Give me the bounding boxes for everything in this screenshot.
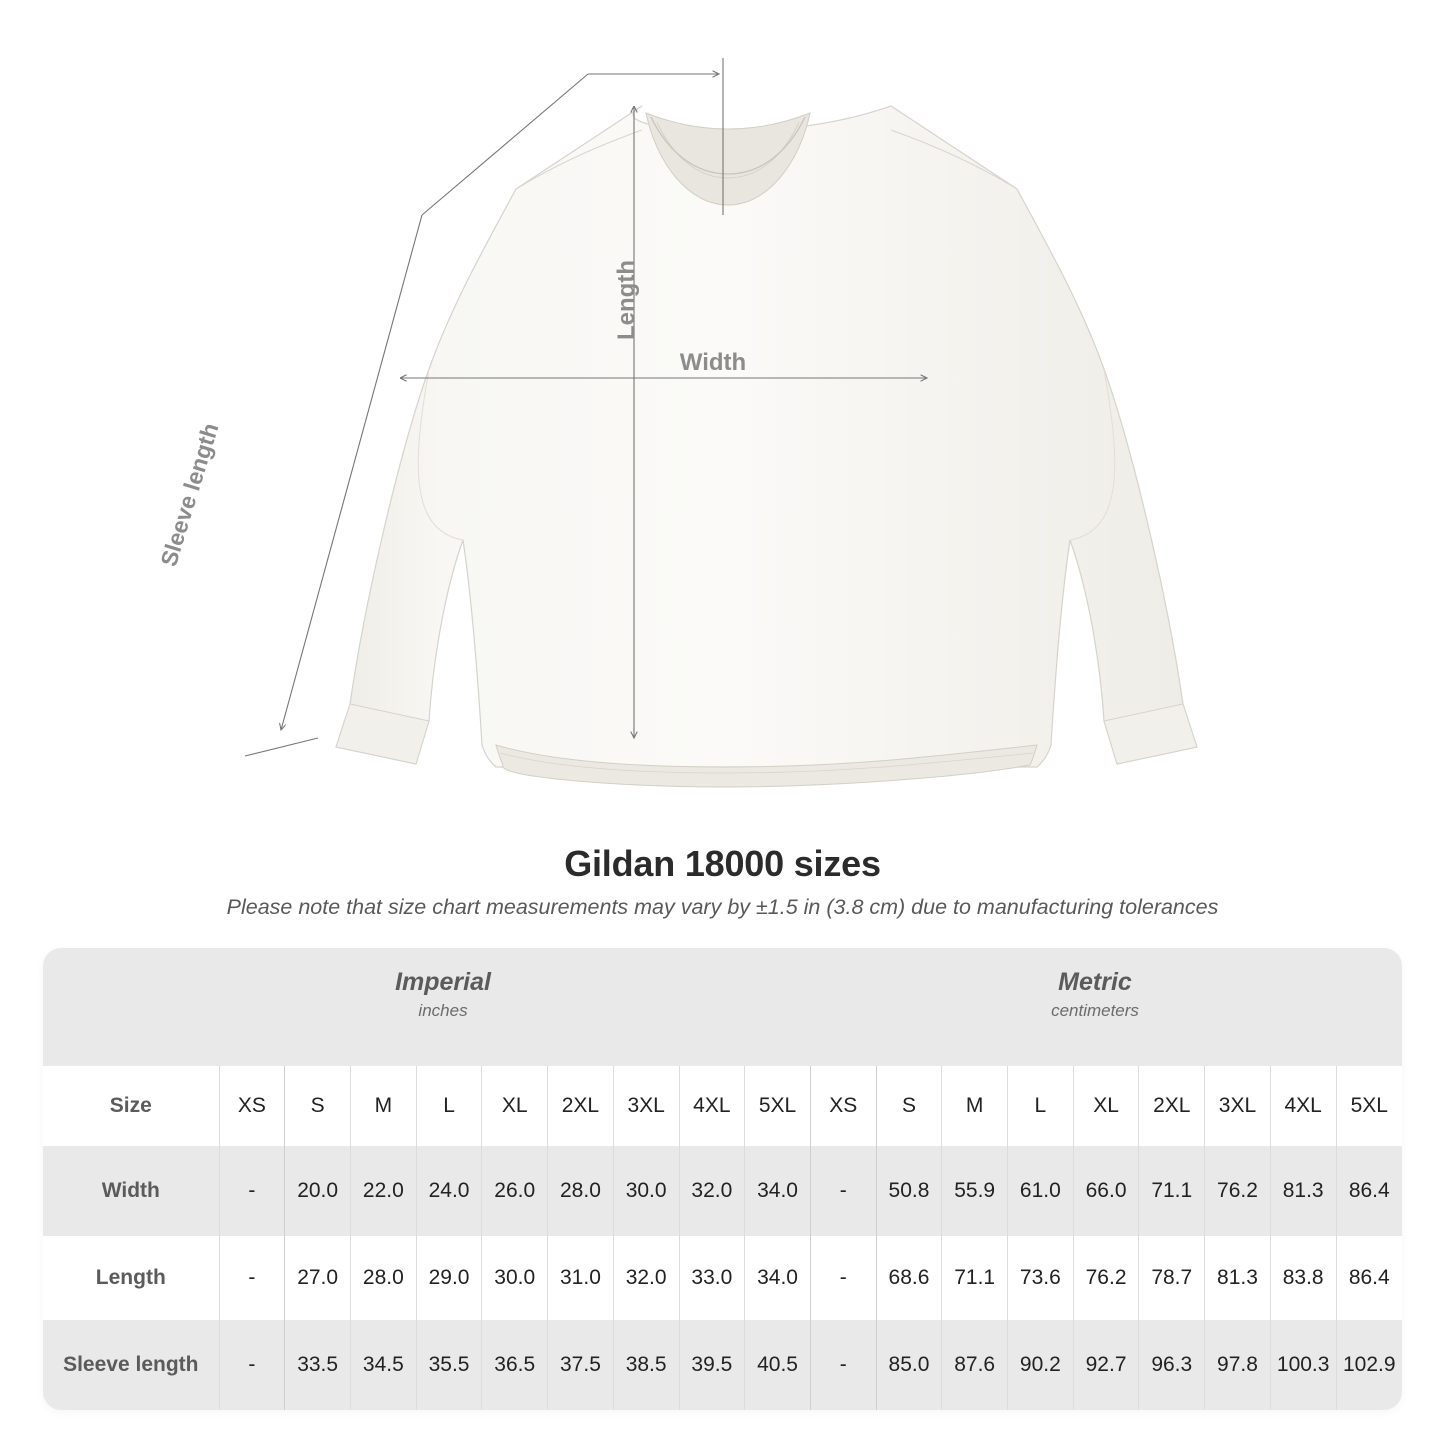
svg-text:Sleeve length: Sleeve length [155, 420, 223, 569]
svg-text:Length: Length [613, 260, 640, 340]
svg-text:Width: Width [680, 349, 746, 376]
